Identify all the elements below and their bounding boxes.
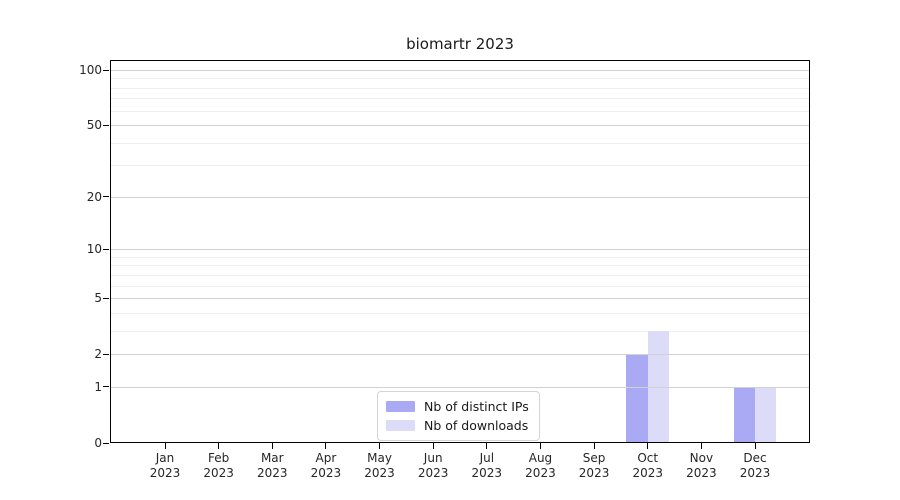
x-tick-mark xyxy=(164,443,166,449)
gridline-minor xyxy=(111,285,809,287)
gridline-major xyxy=(111,386,809,388)
x-tick-mark xyxy=(700,443,702,449)
y-tick-label: 2 xyxy=(94,347,102,362)
gridline-major xyxy=(111,70,809,71)
x-tick-label-oct: Oct 2023 xyxy=(632,451,663,480)
x-tick-label-jun: Jun 2023 xyxy=(417,451,449,480)
y-tick-mark xyxy=(103,124,109,126)
x-tick-label-jan: Jan 2023 xyxy=(149,451,181,480)
x-tick-label-jul: Jul 2023 xyxy=(471,451,503,480)
x-tick-mark xyxy=(379,443,381,449)
bar-oct-1 xyxy=(647,330,670,442)
legend-item-distinct-ips: Nb of distinct IPs xyxy=(386,397,529,416)
x-tick-mark xyxy=(271,443,273,449)
y-tick-label: 100 xyxy=(79,63,102,77)
gridlines-minor xyxy=(111,61,809,442)
legend-swatch-downloads xyxy=(386,420,415,431)
bar-oct-0 xyxy=(626,354,648,442)
gridline-major xyxy=(111,249,809,251)
gridline-major xyxy=(111,354,809,356)
x-tick-mark xyxy=(754,443,756,449)
x-tick-mark xyxy=(432,443,434,449)
y-tick-mark xyxy=(103,386,109,388)
x-tick-label-dec: Dec 2023 xyxy=(739,451,771,480)
legend-label-downloads: Nb of downloads xyxy=(424,418,529,433)
gridline-minor xyxy=(111,312,809,314)
gridline-major xyxy=(111,298,809,300)
legend: Nb of distinct IPs Nb of downloads xyxy=(377,391,540,441)
y-tick-label: 50 xyxy=(86,118,102,133)
y-tick-mark xyxy=(103,297,109,299)
y-tick-mark xyxy=(103,196,109,198)
y-tick-label: 5 xyxy=(94,291,102,306)
x-tick-label-apr: Apr 2023 xyxy=(310,451,342,480)
y-tick-label: 20 xyxy=(86,189,102,204)
x-tick-label-nov: Nov 2023 xyxy=(686,451,717,480)
gridline-minor xyxy=(111,142,809,144)
x-tick-mark xyxy=(593,443,595,449)
x-tick-label-sep: Sep 2023 xyxy=(578,451,610,480)
gridline-minor xyxy=(111,165,809,167)
gridline-minor xyxy=(111,110,809,112)
gridline-major xyxy=(111,125,809,127)
x-tick-mark xyxy=(647,443,649,449)
x-tick-label-feb: Feb 2023 xyxy=(203,451,234,480)
gridline-major xyxy=(111,196,809,198)
legend-swatch-distinct-ips xyxy=(386,401,415,412)
y-tick-label: 0 xyxy=(94,436,102,450)
bars-layer xyxy=(111,61,809,442)
x-tick-mark xyxy=(218,443,220,449)
y-tick-label: 1 xyxy=(94,379,102,394)
y-tick-mark xyxy=(103,442,109,444)
gridline-minor xyxy=(111,274,809,276)
x-tick-label-may: May 2023 xyxy=(364,451,395,480)
x-tick-mark xyxy=(325,443,327,449)
bar-dec-1 xyxy=(755,386,777,442)
legend-label-distinct-ips: Nb of distinct IPs xyxy=(424,399,529,414)
legend-item-downloads: Nb of downloads xyxy=(386,416,529,435)
x-tick-mark xyxy=(486,443,488,449)
x-tick-label-mar: Mar 2023 xyxy=(256,451,288,480)
x-tick-mark xyxy=(539,443,541,449)
gridline-minor xyxy=(111,87,809,89)
y-tick-mark xyxy=(103,69,109,71)
gridline-minor xyxy=(111,265,809,267)
y-tick-mark xyxy=(103,353,109,355)
gridline-minor xyxy=(111,256,809,258)
bar-dec-0 xyxy=(733,386,755,442)
gridlines-major xyxy=(111,61,809,442)
y-tick-label: 10 xyxy=(86,242,102,257)
gridline-minor xyxy=(111,98,809,100)
plot-area: Nb of distinct IPs Nb of downloads xyxy=(110,60,810,443)
gridline-minor xyxy=(111,78,809,80)
y-tick-mark xyxy=(103,248,109,250)
chart-title: biomartr 2023 xyxy=(406,35,514,53)
x-tick-label-aug: Aug 2023 xyxy=(525,451,556,480)
gridline-minor xyxy=(111,330,809,332)
